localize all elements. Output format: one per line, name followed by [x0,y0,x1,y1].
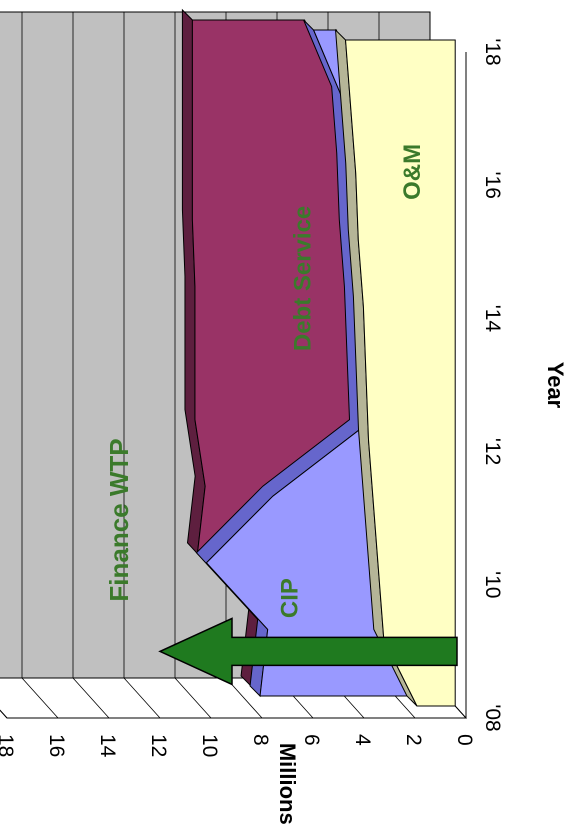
y-tick-8: 8 [249,734,272,746]
y-tick-6: 6 [300,734,323,746]
y-tick-18: 18 [0,734,17,757]
series-area-0 [345,39,456,707]
finance-wtp-arrow [158,617,458,686]
gridline-diag-10 [174,677,212,719]
series-label-2: Debt Service [289,206,316,351]
x-tick-2010: '10 [481,571,504,598]
x-axis-title: Year [543,362,564,409]
arrow-shape [158,617,458,686]
y-tick-12: 12 [147,734,170,757]
y-axis-title: Millions, $ [275,743,300,826]
y-tick-labels: 0 2 4 6 8 10 12 14 16 18 [0,734,476,758]
finance-wtp-annotation: Finance WTP [104,438,134,601]
x-tick-2014: '14 [481,305,504,333]
y-tick-14: 14 [96,734,119,758]
gridline-diag-16 [21,677,59,719]
gridline-diag-14 [72,677,110,719]
y-tick-0: 0 [453,734,476,746]
x-tick-labels: '08 '10 '12 '14 '16 '18 [481,38,504,731]
gridline-diag-18 [0,709,8,719]
x-tick-2018: '18 [481,38,504,65]
y-tick-4: 4 [351,734,374,746]
y-tick-16: 16 [45,734,68,757]
x-tick-2008: '08 [481,704,504,731]
series-labels: O&M CIP Debt Service [277,144,426,618]
y-tick-10: 10 [198,734,221,757]
y-tick-2: 2 [402,734,425,746]
series-label-0: O&M [399,144,426,200]
gridline-diag-12 [123,677,161,719]
x-tick-2016: '16 [481,172,504,199]
area-series [181,8,456,707]
x-tick-2012: '12 [481,438,504,465]
series-label-1: CIP [277,578,304,618]
